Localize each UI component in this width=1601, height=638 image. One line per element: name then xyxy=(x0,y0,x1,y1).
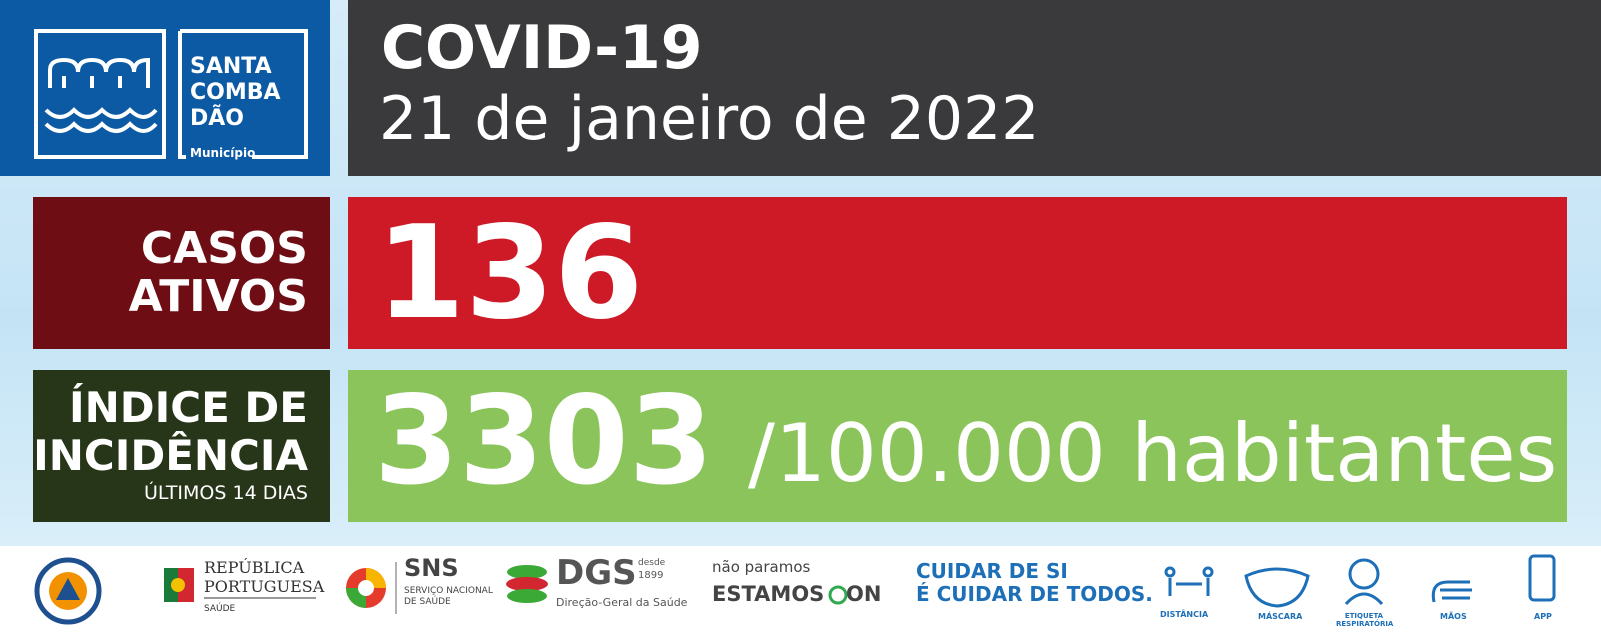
sns-line: DE SAÚDE xyxy=(404,597,451,607)
dgs-year: 1899 xyxy=(638,570,664,581)
icon xyxy=(1164,566,1176,578)
active-cases-label-panel: CASOS ATIVOS xyxy=(33,197,330,349)
flag xyxy=(178,568,194,602)
footer-graphics xyxy=(34,554,1556,625)
incidence-unit: /100.000 habitantes xyxy=(748,407,1558,500)
icon-label: DISTÂNCIA xyxy=(1160,610,1209,619)
icon-label: ETIQUETA RESPIRATÓRIA xyxy=(1336,612,1394,628)
incidence-panel: 3303 /100.000 habitantes xyxy=(348,370,1567,522)
slogan: CUIDAR DE SI É CUIDAR DE TODOS. xyxy=(916,560,1153,606)
republica-name: REPÚBLICA PORTUGUESA xyxy=(204,558,324,596)
incidence-label-panel: ÍNDICE DE INCIDÊNCIA ÚLTIMOS 14 DIAS xyxy=(33,370,330,522)
sns-name: SERVIÇO NACIONAL DE SAÚDE xyxy=(404,586,493,608)
logo-frame xyxy=(178,29,308,159)
incidence-value: 3303 xyxy=(374,370,714,512)
active-cases-panel: 136 xyxy=(348,197,1567,349)
dgs-logo xyxy=(506,577,548,591)
label-line: CASOS xyxy=(140,223,308,274)
republica-line: PORTUGUESA xyxy=(204,577,325,596)
icon xyxy=(1528,554,1556,602)
campaign-on: ON xyxy=(846,582,882,606)
campaign-top: não paramos xyxy=(712,558,811,576)
dgs-logo xyxy=(507,565,547,579)
logo-arches xyxy=(48,57,150,88)
icon xyxy=(1431,580,1472,603)
active-cases-value: 136 xyxy=(376,199,644,348)
advice-icons xyxy=(1164,554,1556,608)
incidence-period: ÚLTIMOS 14 DIAS xyxy=(143,482,308,504)
header-date: 21 de janeiro de 2022 xyxy=(379,84,1040,154)
logo-name-line: SANTA xyxy=(190,54,272,79)
logo-waves xyxy=(44,107,158,133)
slogan-line: CUIDAR DE SI xyxy=(916,559,1068,583)
label-line: INCIDÊNCIA xyxy=(33,431,308,480)
dgs-name: Direção-Geral da Saúde xyxy=(556,596,688,609)
logo-graphic xyxy=(34,29,308,159)
logo-panel: SANTA COMBA DÃO Município xyxy=(0,0,330,176)
icon xyxy=(1244,567,1310,608)
logo-subtitle: Município xyxy=(190,146,256,160)
label-line: ÍNDICE DE xyxy=(69,383,308,432)
sns-line: SERVIÇO NACIONAL xyxy=(404,586,493,596)
header-title: COVID-19 xyxy=(381,13,703,83)
active-cases-label: CASOS ATIVOS xyxy=(129,225,308,321)
dgs-since: desde xyxy=(638,558,666,568)
dgs-acronym: DGS xyxy=(556,553,637,593)
icon-label: APP xyxy=(1534,612,1552,621)
logo-name: SANTA COMBA DÃO xyxy=(190,54,281,132)
logo-name-line: COMBA xyxy=(190,80,281,105)
power-icon xyxy=(828,585,848,605)
civil-protection-logo xyxy=(56,578,80,600)
icon-label: MÁSCARA xyxy=(1258,612,1303,621)
campaign-main: ESTAMOS xyxy=(712,582,825,606)
header-panel: COVID-19 21 de janeiro de 2022 xyxy=(348,0,1601,176)
sns-logo xyxy=(358,580,374,596)
icon-label: MÃOS xyxy=(1440,612,1467,621)
label-line: ATIVOS xyxy=(128,271,308,322)
icon xyxy=(1348,558,1380,590)
icon xyxy=(1344,592,1384,606)
republica-line: REPÚBLICA xyxy=(204,558,305,577)
dgs-logo xyxy=(507,589,547,603)
footer: REPÚBLICA PORTUGUESA SAÚDE SNS SERVIÇO N… xyxy=(0,546,1601,638)
slogan-line: É CUIDAR DE TODOS. xyxy=(916,582,1153,606)
logo-name-line: DÃO xyxy=(190,106,244,131)
flag xyxy=(171,578,185,592)
logo-frame xyxy=(34,29,166,159)
republica-sector: SAÚDE xyxy=(204,604,236,614)
incidence-label: ÍNDICE DE INCIDÊNCIA xyxy=(33,384,308,480)
sns-acronym: SNS xyxy=(404,554,459,582)
icon xyxy=(1202,566,1214,578)
